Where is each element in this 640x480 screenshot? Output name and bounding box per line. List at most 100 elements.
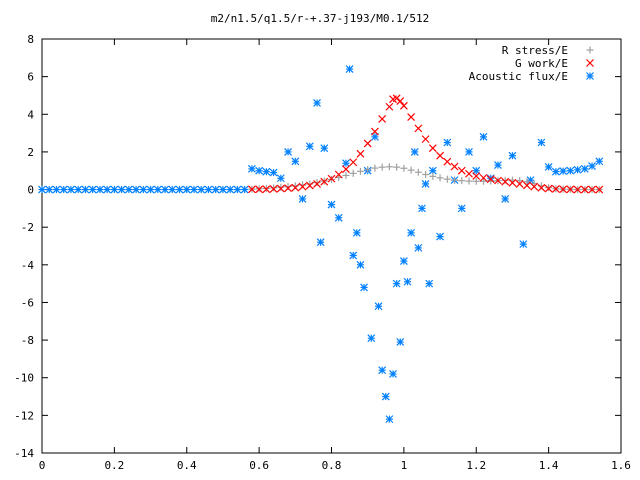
data-point <box>313 179 321 187</box>
x-tick-label: 0.6 <box>249 459 269 472</box>
data-point <box>284 184 292 193</box>
y-tick-label: -12 <box>14 409 34 422</box>
x-tick-label: 1 <box>401 459 408 472</box>
data-point <box>414 124 423 133</box>
legend-label: R stress/E <box>502 44 568 57</box>
data-point <box>334 170 343 179</box>
data-point <box>457 166 466 175</box>
x-tick-label: 0.2 <box>104 459 124 472</box>
chart-title: m2/n1.5/q1.5/r-+.37-j193/M0.1/512 <box>211 12 430 25</box>
data-point <box>421 179 430 188</box>
data-point <box>588 185 596 194</box>
data-point <box>580 185 589 194</box>
y-tick-label: 8 <box>27 33 34 46</box>
data-point <box>396 97 405 106</box>
data-point <box>501 195 510 203</box>
data-point <box>197 185 206 194</box>
data-point <box>110 185 119 194</box>
data-point <box>443 175 451 183</box>
data-point <box>544 163 553 171</box>
data-point <box>161 185 169 194</box>
data-point <box>153 185 162 194</box>
data-point <box>501 177 510 186</box>
x-tick-label: 0 <box>39 459 46 472</box>
data-point <box>374 302 383 311</box>
data-point <box>418 204 426 213</box>
data-point <box>381 392 390 401</box>
data-point <box>400 164 408 172</box>
data-point <box>262 185 271 194</box>
data-point <box>255 166 264 175</box>
data-point <box>262 167 271 176</box>
y-tick-label: 0 <box>27 184 34 197</box>
data-point <box>313 179 321 188</box>
data-point <box>363 139 372 148</box>
data-point <box>270 184 278 192</box>
data-point <box>59 185 68 194</box>
data-point <box>139 185 148 194</box>
data-point <box>472 172 481 180</box>
data-point <box>240 185 249 194</box>
data-point <box>551 185 560 193</box>
data-point <box>385 102 394 111</box>
data-point <box>573 185 582 194</box>
data-point <box>103 185 112 194</box>
data-point <box>389 370 397 378</box>
x-tick-label: 0.8 <box>322 459 342 472</box>
data-point <box>67 185 75 194</box>
data-point <box>399 257 408 265</box>
legend-marker <box>586 72 594 80</box>
data-point <box>414 168 422 176</box>
data-point <box>52 185 61 194</box>
data-point <box>74 185 83 194</box>
data-point <box>403 277 412 286</box>
data-point <box>132 185 141 194</box>
data-point <box>269 168 278 177</box>
data-point <box>247 185 256 194</box>
data-point <box>399 101 408 110</box>
y-tick-label: -4 <box>21 259 35 272</box>
data-point <box>124 185 133 194</box>
y-tick-label: -8 <box>21 334 34 347</box>
data-point <box>436 174 444 182</box>
data-point <box>494 176 502 185</box>
data-point <box>367 334 376 343</box>
data-point <box>429 172 437 180</box>
legend-label: Acoustic flux/E <box>469 70 568 83</box>
data-point <box>451 176 459 184</box>
x-tick-label: 1.2 <box>466 459 486 472</box>
data-point <box>566 166 575 175</box>
data-point <box>342 165 350 174</box>
data-point <box>522 181 531 190</box>
data-point <box>393 163 401 171</box>
data-point <box>211 185 220 194</box>
data-point <box>276 184 285 193</box>
data-point <box>443 157 452 166</box>
data-point <box>523 178 531 186</box>
plot-frame <box>41 38 622 454</box>
data-point <box>182 185 191 194</box>
data-point <box>580 164 589 173</box>
data-point <box>378 163 386 171</box>
data-point <box>204 185 213 194</box>
data-point <box>392 279 401 288</box>
data-point <box>305 181 314 190</box>
data-point <box>88 185 97 194</box>
data-point <box>508 178 517 187</box>
data-point <box>422 170 430 178</box>
data-point <box>378 366 387 375</box>
data-point <box>486 175 495 184</box>
data-point <box>298 182 307 191</box>
y-tick-label: -2 <box>21 221 34 234</box>
x-tick-label: 1.4 <box>539 459 559 472</box>
data-point <box>226 185 235 194</box>
y-tick-label: 6 <box>27 71 34 84</box>
data-marks <box>38 65 604 424</box>
data-point <box>276 174 285 183</box>
legend-label: G work/E <box>515 57 568 70</box>
data-point <box>545 184 553 192</box>
data-point <box>508 151 517 160</box>
data-point <box>457 204 466 213</box>
x-axis-tick-labels: 0 0.2 0.4 0.6 0.8 1 1.2 1.4 1.6 <box>39 459 631 472</box>
